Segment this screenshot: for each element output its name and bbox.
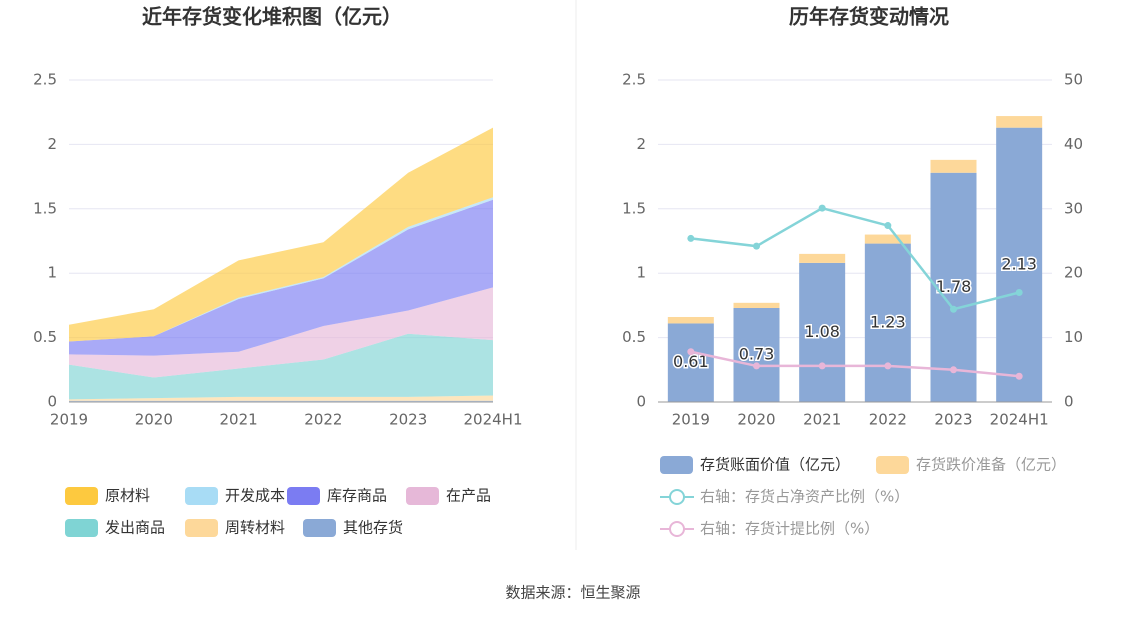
y-tick-label: 1 [636, 264, 646, 282]
chart-title: 近年存货变化堆积图（亿元） [142, 5, 402, 29]
area [69, 199, 493, 356]
x-tick-label: 2024H1 [464, 411, 523, 429]
y-tick-label: 2 [636, 135, 646, 153]
point [1015, 372, 1023, 380]
y-tick-label: 1 [47, 264, 57, 282]
area [69, 127, 493, 342]
point [687, 234, 695, 242]
legend-label: 存货账面价值（亿元） [700, 456, 850, 474]
bar [996, 127, 1043, 402]
bar [996, 116, 1043, 128]
y2-tick-label: 0 [1064, 393, 1074, 411]
bar [667, 323, 714, 402]
legend-label: 开发成本 [225, 487, 285, 505]
point [753, 242, 760, 250]
legend-label: 在产品 [446, 487, 491, 505]
data-label: 1.08 [804, 322, 840, 341]
point [753, 362, 760, 370]
legend-icon [669, 489, 685, 505]
x-tick-label: 2023 [389, 411, 427, 429]
data-label: 1.23 [870, 312, 906, 331]
x-tick-label: 2019 [50, 411, 88, 429]
y-tick-label: 2.5 [622, 71, 646, 89]
legend-label: 周转材料 [225, 519, 285, 537]
y-tick-label: 0.5 [33, 328, 57, 346]
bar [930, 159, 977, 173]
y2-tick-label: 30 [1064, 199, 1083, 217]
legend-icon [65, 519, 98, 537]
y-tick-label: 2 [47, 135, 57, 153]
legend-icon [65, 487, 98, 505]
data-label: 2.13 [1001, 254, 1037, 273]
area [69, 333, 493, 400]
x-tick-label: 2022 [869, 411, 907, 429]
x-tick-label: 2020 [737, 411, 775, 429]
legend-icon [669, 521, 685, 537]
legend-label: 库存商品 [327, 487, 387, 505]
legend-label: 原材料 [105, 487, 150, 505]
x-tick-label: 2019 [672, 411, 710, 429]
y-tick-label: 1.5 [33, 199, 57, 217]
legend-icon [303, 519, 336, 537]
point [884, 362, 892, 370]
point [950, 305, 957, 313]
x-tick-label: 2024H1 [990, 411, 1049, 429]
point [950, 366, 957, 374]
bar [930, 172, 977, 402]
chart-title: 历年存货变动情况 [789, 5, 949, 29]
line [690, 206, 1020, 311]
y2-tick-label: 10 [1064, 328, 1083, 346]
bar [799, 253, 846, 263]
legend-icon [876, 456, 909, 474]
bar [733, 307, 780, 402]
y2-tick-label: 50 [1064, 71, 1083, 89]
x-tick-label: 2020 [135, 411, 173, 429]
point [818, 362, 826, 370]
legend-label: 其他存货 [343, 519, 403, 537]
y2-tick-label: 40 [1064, 135, 1083, 153]
bar [864, 243, 911, 402]
y-tick-label: 0.5 [622, 328, 646, 346]
area [69, 287, 493, 378]
legend-icon [185, 519, 218, 537]
legend-label: 存货跌价准备（亿元） [916, 456, 1066, 474]
legend-icon [287, 487, 320, 505]
x-tick-label: 2021 [803, 411, 841, 429]
legend-icon [406, 487, 439, 505]
legend-label: 发出商品 [105, 519, 165, 537]
source: 数据来源：恒生聚源 [505, 584, 640, 602]
data-label: 0.61 [673, 352, 709, 371]
point [818, 204, 826, 212]
legend-label: 右轴：存货占净资产比例（%） [700, 488, 909, 506]
point [687, 348, 695, 356]
legend-icon [660, 456, 693, 474]
bar [799, 262, 846, 402]
x-tick-label: 2023 [934, 411, 972, 429]
data-label: 0.73 [739, 344, 775, 363]
data-label: 1.78 [936, 277, 972, 296]
bar [667, 316, 714, 324]
legend-icon [185, 487, 218, 505]
x-tick-label: 2022 [304, 411, 342, 429]
y-tick-label: 0 [47, 393, 57, 411]
y2-tick-label: 20 [1064, 264, 1083, 282]
legend-label: 右轴：存货计提比例（%） [700, 520, 879, 538]
point [1015, 289, 1023, 297]
bar [733, 302, 780, 308]
line [690, 350, 1020, 378]
y-tick-label: 2.5 [33, 71, 57, 89]
bar [864, 234, 911, 244]
x-tick-label: 2021 [220, 411, 258, 429]
point [884, 222, 892, 230]
y-tick-label: 1.5 [622, 199, 646, 217]
y-tick-label: 0 [636, 393, 646, 411]
